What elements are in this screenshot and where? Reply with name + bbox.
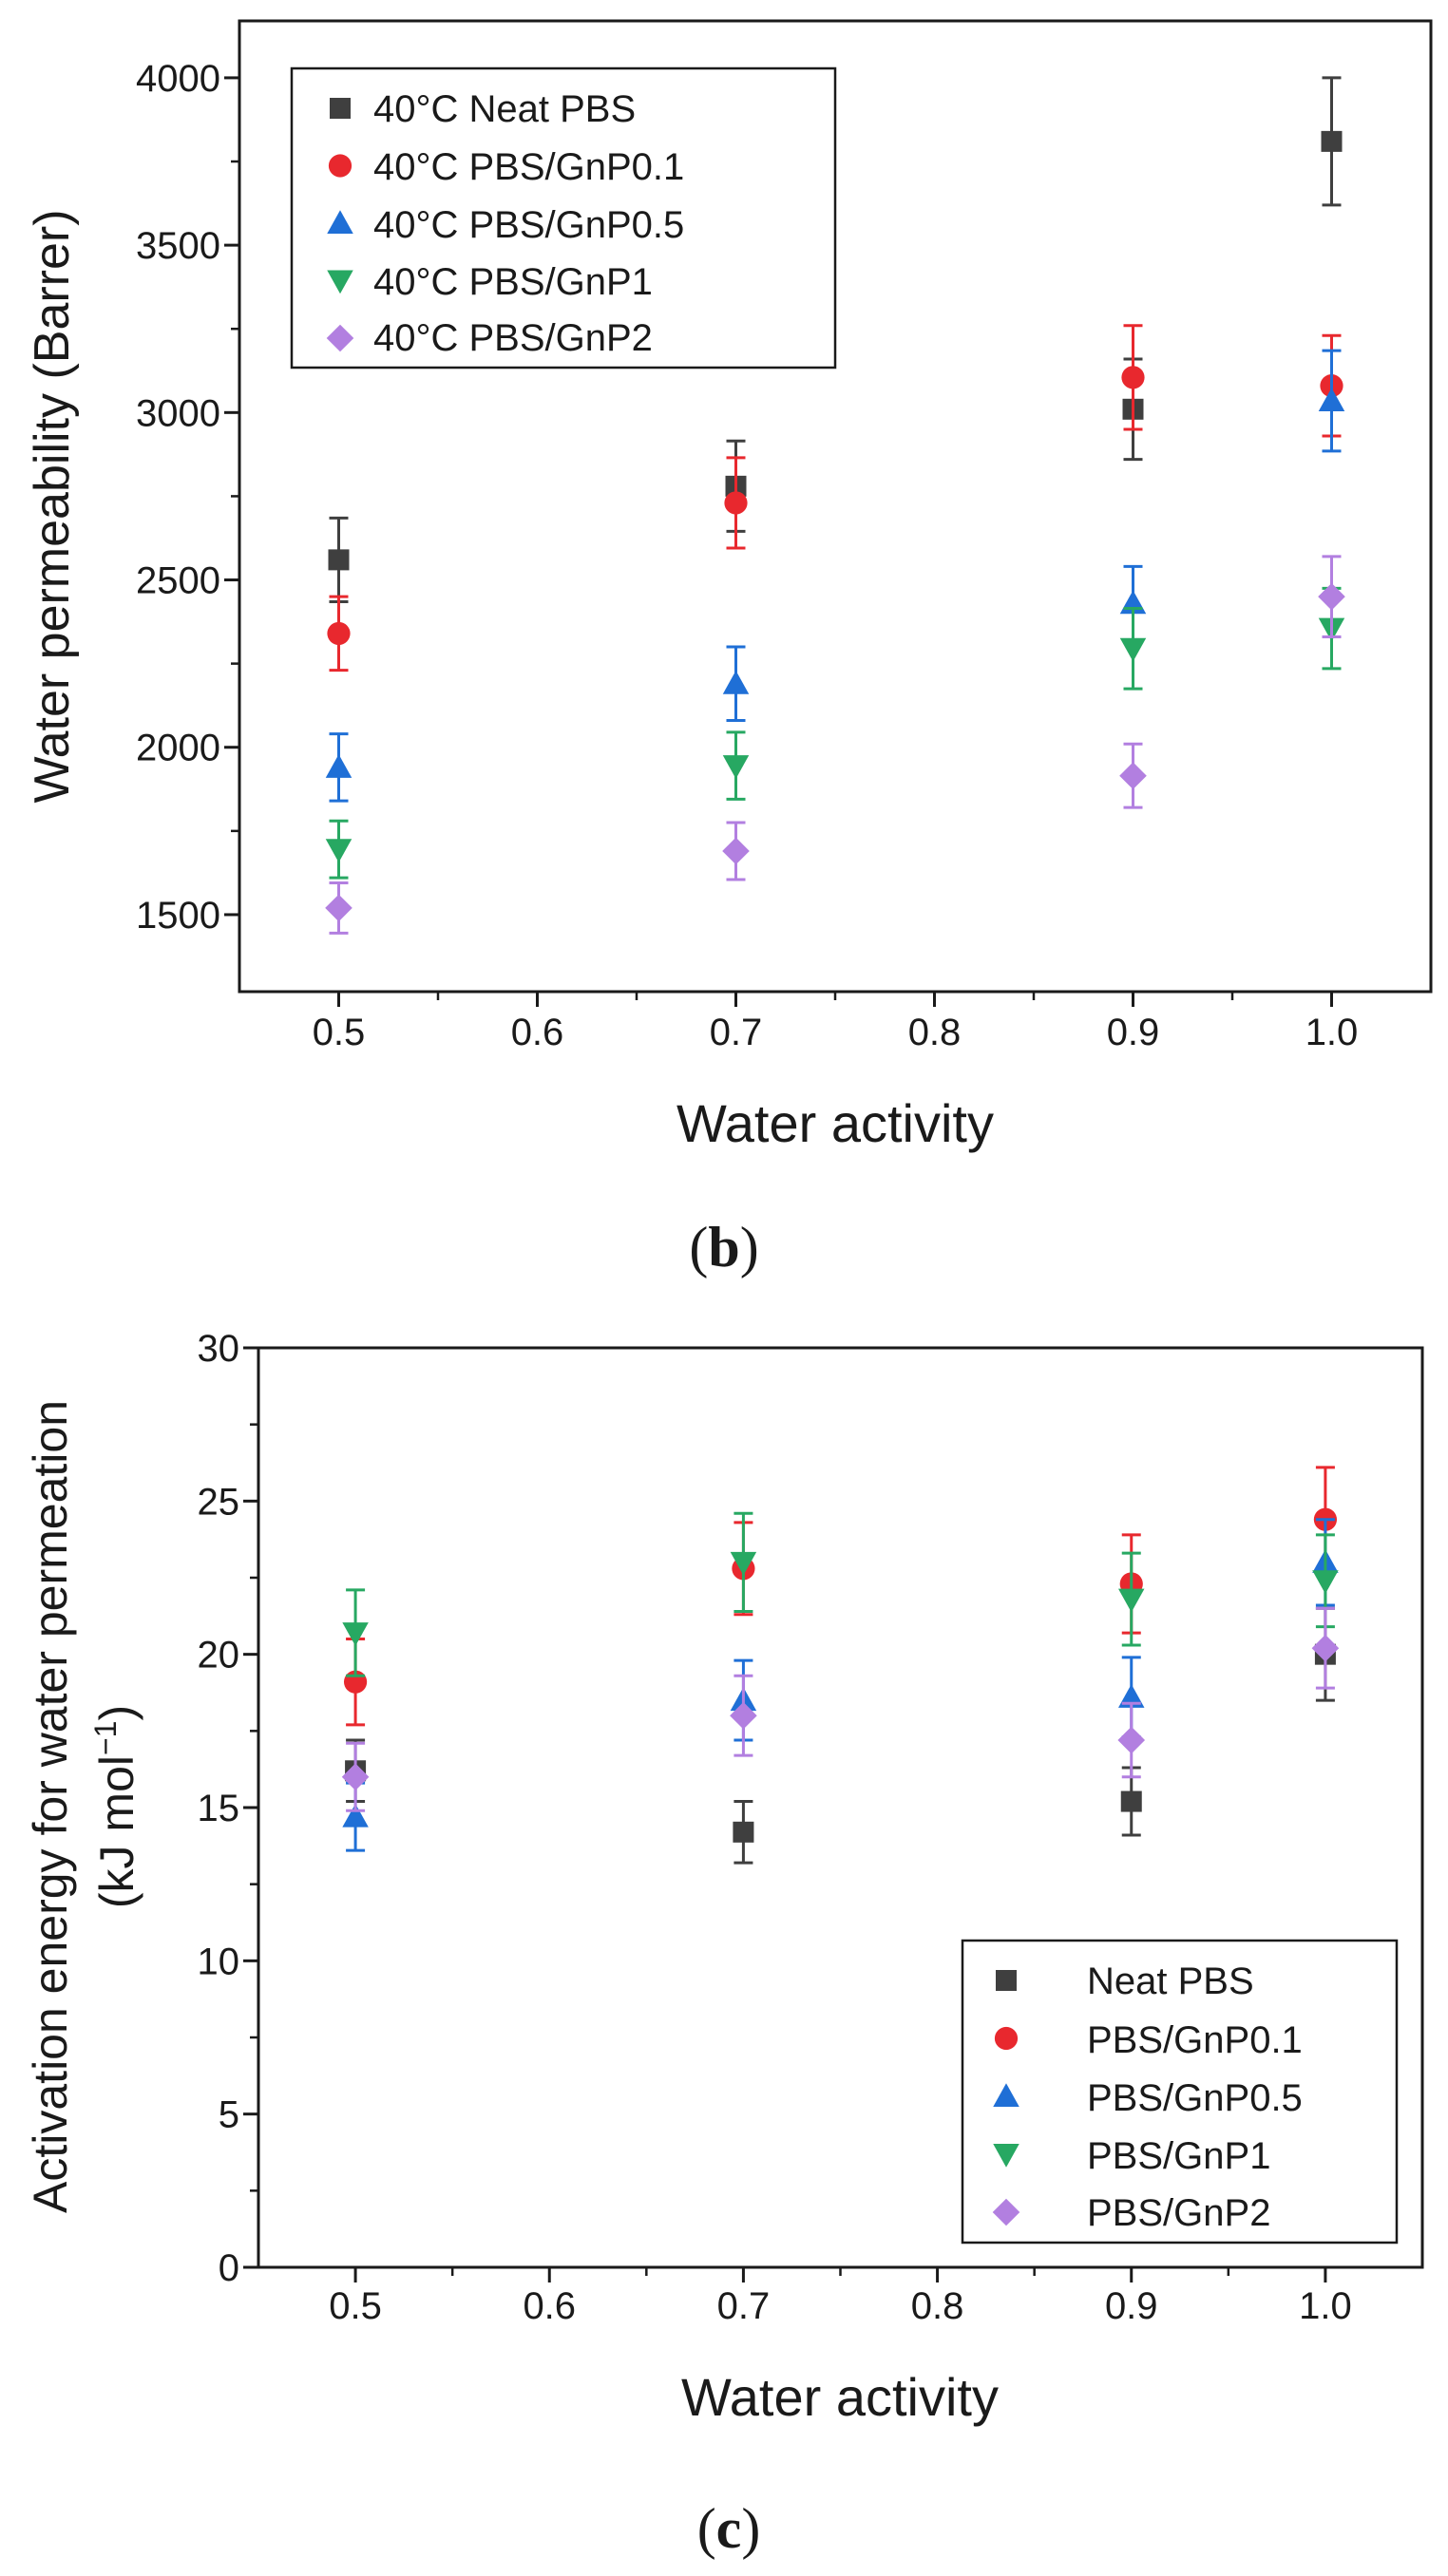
panel-c-x-axis-label: Water activity bbox=[681, 2367, 999, 2427]
panel-c-caption: (c) bbox=[697, 2497, 761, 2560]
panel-c-ticks: 0 5 10 15 20 25 30 0.5 0.6 0.7 0.8 0.9 1.0 bbox=[198, 1328, 1352, 2327]
panel-b-legend-marker bbox=[327, 210, 353, 234]
panel-b-caption-letter: b bbox=[708, 1216, 739, 1279]
panel-c-y-units-text: (kJ mol bbox=[90, 1755, 143, 1908]
panel-c-legend-label-gnp05: PBS/GnP0.5 bbox=[1087, 2077, 1303, 2119]
panel-c-x-tick-label: 0.5 bbox=[329, 2285, 382, 2327]
panel-c-y-units-close: ) bbox=[90, 1705, 143, 1721]
panel-c-y-tick-label: 20 bbox=[198, 1635, 240, 1676]
panel-b-data-point bbox=[325, 894, 352, 922]
panel-b-data-point bbox=[327, 621, 351, 646]
panel-c-legend: Neat PBS PBS/GnP0.1 PBS/GnP0.5 PBS/GnP1 … bbox=[961, 1939, 1399, 2245]
panel-c-caption-letter: c bbox=[716, 2497, 742, 2560]
panel-c-legend-label-gnp2: PBS/GnP2 bbox=[1087, 2192, 1270, 2234]
panel-c-y-tick-label: 0 bbox=[219, 2247, 239, 2289]
panel-c-data-point bbox=[730, 1701, 757, 1730]
panel-b-legend-label-gnp05: 40°C PBS/GnP0.5 bbox=[373, 204, 684, 246]
panel-b-y-tick-label: 3000 bbox=[136, 392, 220, 434]
panel-c-legend-marker bbox=[993, 2144, 1019, 2168]
panel-b-legend-box bbox=[290, 66, 837, 369]
panel-b-y-axis-label: Water permeability (Barrer) bbox=[25, 209, 80, 803]
panel-c-legend-markers bbox=[992, 1970, 1020, 2226]
panel-b-data-point bbox=[325, 839, 352, 862]
panel-b-caption: (b) bbox=[689, 1216, 758, 1279]
panel-c-data-point bbox=[341, 1763, 370, 1791]
panel-c-x-tick-label: 0.9 bbox=[1105, 2285, 1158, 2327]
panel-b-legend-marker bbox=[327, 270, 353, 294]
panel-b-data-point bbox=[1318, 388, 1345, 411]
panel-c-y-tick-label: 30 bbox=[198, 1328, 240, 1370]
panel-c-y-axis-label-units: (kJ mol−1) bbox=[88, 1705, 143, 1908]
panel-c-data-point bbox=[1117, 1726, 1146, 1754]
panel-c-legend-marker bbox=[992, 2198, 1020, 2226]
panel-b-data-point bbox=[722, 671, 750, 694]
panel-b-chart: 1500 2000 2500 3000 3500 4000 0.5 0.6 0.7 0.8 0.9 1… bbox=[25, 19, 1433, 1279]
panel-b-x-tick-label: 1.0 bbox=[1305, 1012, 1359, 1053]
panel-b-x-tick-label: 0.6 bbox=[511, 1012, 564, 1053]
panel-c-legend-label-neat: Neat PBS bbox=[1087, 1960, 1254, 2002]
panel-b-data-point bbox=[1318, 582, 1345, 611]
panel-b-data-point bbox=[1321, 130, 1343, 152]
panel-b-legend-label-gnp1: 40°C PBS/GnP1 bbox=[373, 261, 653, 303]
panel-b-legend-label-gnp2: 40°C PBS/GnP2 bbox=[373, 317, 653, 359]
panel-b-legend-markers bbox=[326, 98, 354, 352]
panel-b-data-point bbox=[722, 837, 750, 865]
panel-b-legend: 40°C Neat PBS 40°C PBS/GnP0.1 40°C PBS/G… bbox=[290, 66, 837, 369]
panel-c-data-point bbox=[733, 1821, 754, 1843]
panel-c-data-point bbox=[1120, 1790, 1142, 1812]
panel-b-data-point bbox=[328, 549, 350, 571]
panel-b-x-axis-label: Water activity bbox=[676, 1093, 994, 1153]
panel-c-y-tick-label: 15 bbox=[198, 1788, 240, 1829]
panel-b-y-tick-label: 2000 bbox=[136, 728, 220, 769]
panel-b-data-marks bbox=[325, 76, 1345, 935]
panel-b-legend-label-neat: 40°C Neat PBS bbox=[373, 88, 636, 130]
panel-b-data-point bbox=[325, 754, 352, 778]
panel-c-data-point bbox=[730, 1551, 757, 1576]
panel-c-x-tick-label: 0.7 bbox=[717, 2285, 771, 2327]
panel-b-data-point bbox=[1119, 762, 1147, 789]
panel-c-data-marks bbox=[341, 1466, 1340, 1865]
panel-b-data-point bbox=[722, 755, 750, 779]
panel-b-legend-marker bbox=[330, 98, 351, 119]
panel-b-y-tick-label: 1500 bbox=[136, 895, 220, 937]
panel-c-data-point bbox=[1312, 1570, 1339, 1594]
panel-c-legend-marker bbox=[996, 1970, 1017, 1991]
panel-c-x-tick-label: 0.8 bbox=[911, 2285, 964, 2327]
panel-c-data-point bbox=[342, 1622, 369, 1646]
panel-b-x-tick-label: 0.8 bbox=[908, 1012, 962, 1053]
panel-b-legend-marker bbox=[326, 324, 354, 352]
panel-c-data-point bbox=[1118, 1684, 1145, 1708]
panel-c-data-point bbox=[342, 1803, 369, 1828]
panel-c-legend-label-gnp01: PBS/GnP0.1 bbox=[1087, 2019, 1303, 2061]
panel-c-chart: 0 5 10 15 20 25 30 0.5 0.6 0.7 0.8 0.9 1.0 Activatio… bbox=[24, 1328, 1424, 2560]
panel-b-y-tick-label: 3500 bbox=[136, 225, 220, 267]
panel-c-x-tick-label: 0.6 bbox=[523, 2285, 576, 2327]
panel-c-y-units-sup: −1 bbox=[88, 1721, 123, 1755]
panel-b-legend-label-gnp01: 40°C PBS/GnP0.1 bbox=[373, 146, 684, 188]
panel-c-x-tick-label: 1.0 bbox=[1299, 2285, 1352, 2327]
panel-b-y-tick-label: 4000 bbox=[136, 58, 220, 100]
panel-c-y-tick-label: 5 bbox=[219, 2094, 239, 2136]
panel-c-data-point bbox=[1311, 1634, 1340, 1662]
panel-c-legend-marker bbox=[994, 2026, 1019, 2051]
panel-c-data-point bbox=[1118, 1588, 1145, 1613]
panel-c-y-tick-label: 10 bbox=[198, 1941, 240, 1982]
panel-c-y-tick-label: 25 bbox=[198, 1481, 240, 1523]
panel-b-data-point bbox=[724, 491, 748, 515]
panel-b-x-tick-label: 0.7 bbox=[710, 1012, 763, 1053]
panel-b-x-tick-label: 0.5 bbox=[313, 1012, 366, 1053]
panel-b-y-tick-label: 2500 bbox=[136, 560, 220, 602]
panel-c-legend-marker bbox=[993, 2083, 1019, 2107]
panel-c-legend-label-gnp1: PBS/GnP1 bbox=[1087, 2135, 1270, 2177]
panel-b-ticks: 1500 2000 2500 3000 3500 4000 0.5 0.6 0.7 0.8 0.9 1… bbox=[136, 58, 1358, 1053]
panel-c-legend-box bbox=[961, 1939, 1399, 2245]
panel-b-data-point bbox=[1119, 637, 1147, 662]
panel-c-y-axis-label: Activation energy for water permeation bbox=[24, 1400, 77, 2213]
panel-b-x-tick-label: 0.9 bbox=[1107, 1012, 1160, 1053]
panel-b-data-point bbox=[1121, 366, 1145, 389]
panel-b-legend-marker bbox=[328, 154, 352, 178]
